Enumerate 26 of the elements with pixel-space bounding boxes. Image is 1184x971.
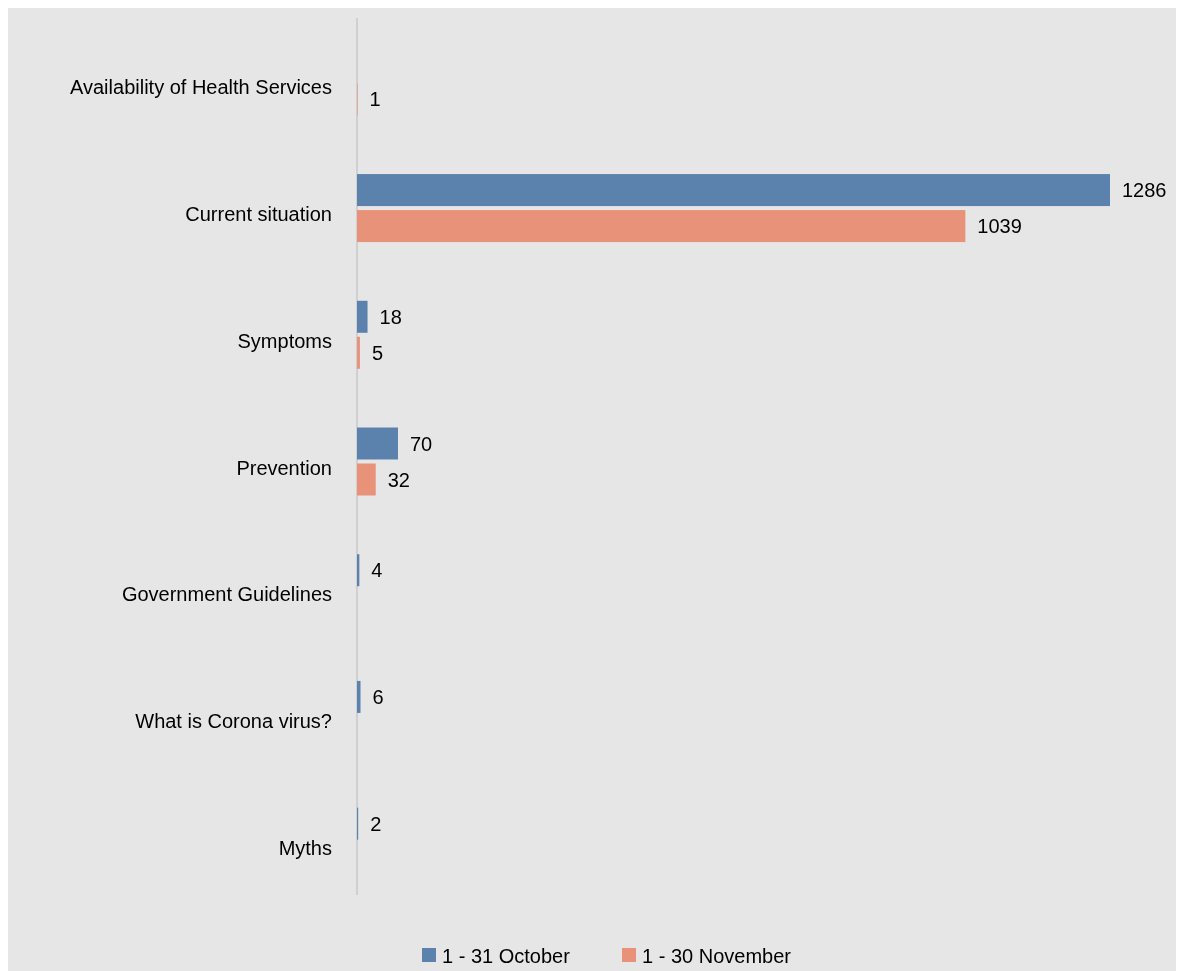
data-label: 32 xyxy=(387,468,410,491)
data-label: 5 xyxy=(371,341,384,364)
bar xyxy=(357,680,361,713)
y-tick-label: Availability of Health Services xyxy=(70,76,332,99)
bar xyxy=(357,427,398,460)
data-label: 70 xyxy=(409,432,433,455)
bar xyxy=(357,174,1110,207)
bar xyxy=(357,210,966,243)
bar xyxy=(357,336,360,369)
bar xyxy=(357,463,376,496)
data-label: 18 xyxy=(379,305,402,328)
y-tick-label: Prevention xyxy=(236,456,332,479)
y-tick-label: Government Guidelines xyxy=(121,583,332,606)
y-tick-label: Symptoms xyxy=(237,329,332,352)
data-label: 4 xyxy=(371,559,383,582)
data-label: 6 xyxy=(372,685,384,708)
y-tick-label: What is Corona virus? xyxy=(135,709,332,732)
data-label: 1039 xyxy=(977,215,1022,238)
bar xyxy=(357,300,368,333)
data-label: 2 xyxy=(370,812,382,835)
y-tick-label: Current situation xyxy=(185,203,332,226)
data-label: 1 xyxy=(369,88,381,111)
legend-label: 1 - 31 October xyxy=(442,945,571,967)
legend-label: 1 - 30 November xyxy=(642,945,792,967)
y-tick-label: Myths xyxy=(278,836,332,859)
data-label: 1286 xyxy=(1122,179,1167,202)
